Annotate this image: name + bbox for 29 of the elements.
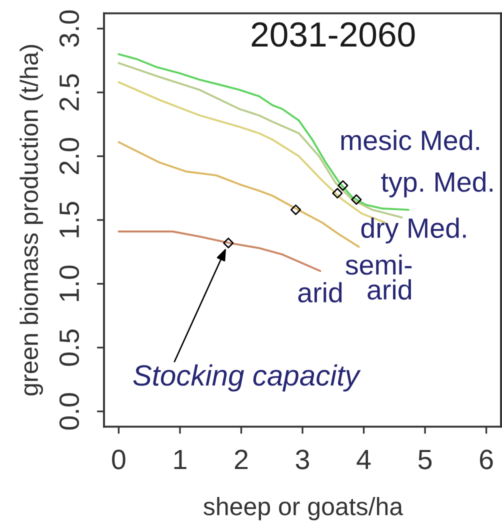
y-axis-title: green biomass production (t/ha) (20, 45, 43, 396)
y-tick-label: 2.0 (59, 138, 80, 174)
x-tick-label: 0 (112, 450, 126, 470)
x-axis-title: sheep or goats/ha (204, 497, 404, 520)
x-tick-label: 1 (174, 450, 186, 470)
point (223, 238, 234, 248)
y-tick-label: 1.5 (60, 202, 80, 238)
point (332, 188, 343, 199)
x-tick-label: 3 (296, 450, 310, 470)
annotation: Stocking capacity (133, 364, 361, 392)
point (338, 180, 348, 191)
series-label: semi- arid (346, 254, 412, 300)
x-tick-label: 5 (418, 450, 432, 470)
x-tick-label: 4 (356, 450, 371, 470)
x-tick-label: 6 (480, 450, 493, 470)
series-label: arid (298, 282, 342, 302)
point (290, 204, 302, 216)
y-tick-label: 0.0 (59, 393, 80, 430)
y-tick-label: 2.5 (59, 74, 80, 110)
y-tick-label: 1.0 (59, 266, 80, 301)
point (351, 194, 362, 205)
x-tick-label: 2 (234, 450, 248, 470)
series-label: typ. Med. (381, 172, 492, 198)
y-tick-label: 0.5 (59, 329, 80, 366)
series-label: dry Med. (361, 218, 466, 244)
chart-title: 2031-2060 (252, 22, 415, 47)
series-label: mesic Med. (341, 130, 479, 150)
line-series (118, 230, 322, 272)
y-tick-label: 3.0 (59, 10, 80, 47)
